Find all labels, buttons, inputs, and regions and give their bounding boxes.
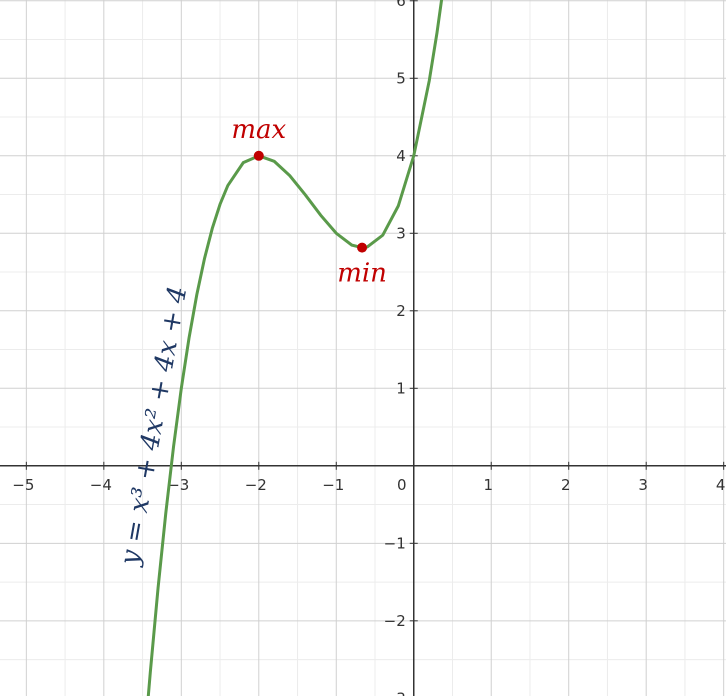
x-tick-label: −2 (245, 476, 267, 494)
x-tick-label: 0 (397, 476, 407, 494)
x-tick-label: −5 (12, 476, 34, 494)
y-tick-label: −1 (384, 534, 406, 552)
extremum-point (253, 150, 264, 161)
y-tick-label: 1 (396, 379, 406, 397)
x-tick-label: −4 (90, 476, 112, 494)
x-tick-label: −1 (322, 476, 344, 494)
y-tick-label: −3 (384, 689, 406, 696)
x-tick-label: 4 (716, 476, 726, 494)
x-tick-label: 2 (561, 476, 571, 494)
y-tick-label: 2 (396, 302, 406, 320)
x-tick-label: 3 (638, 476, 648, 494)
extremum-label: min (337, 259, 387, 289)
extremum-label: max (231, 115, 286, 145)
y-tick-label: 6 (396, 0, 406, 10)
curve (146, 0, 444, 696)
plot-area (146, 0, 444, 696)
y-tick-label: 4 (396, 147, 406, 165)
y-tick-label: 5 (396, 69, 406, 87)
x-tick-label: −3 (167, 476, 189, 494)
x-tick-label: 1 (483, 476, 493, 494)
y-tick-label: −2 (384, 612, 406, 630)
extremum-point (357, 242, 368, 253)
y-tick-label: 3 (396, 224, 406, 242)
